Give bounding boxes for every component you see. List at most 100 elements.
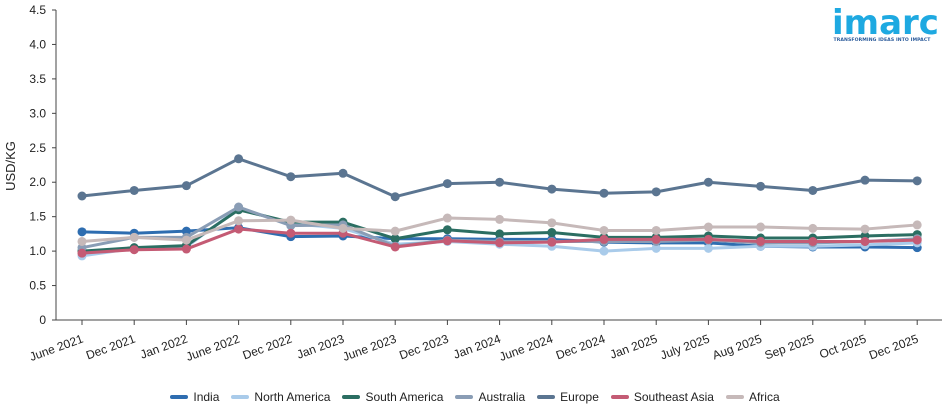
- x-tick-label: Dec 2024: [554, 332, 607, 363]
- x-tick-label: June 2021: [28, 332, 86, 364]
- legend-label: North America: [254, 390, 331, 404]
- data-point-africa: [808, 223, 818, 233]
- data-point-africa: [286, 215, 296, 225]
- legend-item-africa: Africa: [725, 390, 780, 404]
- x-tick-label: Jan 2025: [608, 332, 659, 362]
- data-point-africa: [599, 225, 609, 235]
- data-point-africa: [181, 235, 191, 245]
- data-point-africa: [912, 220, 922, 230]
- data-point-africa: [756, 222, 766, 232]
- data-point-north-america: [599, 246, 609, 256]
- data-point-southeast-asia: [495, 238, 505, 248]
- data-point-southeast-asia: [547, 237, 557, 247]
- legend-item-india: India: [170, 390, 219, 404]
- y-tick-label: 2.5: [29, 141, 46, 155]
- data-point-southeast-asia: [912, 235, 922, 245]
- y-tick-label: 3.5: [29, 72, 46, 86]
- legend-swatch: [537, 394, 556, 399]
- data-point-europe: [808, 185, 818, 195]
- data-point-africa: [129, 232, 139, 242]
- data-point-europe: [860, 175, 870, 185]
- legend-swatch: [455, 394, 474, 399]
- x-tick-label: Aug 2025: [711, 332, 764, 363]
- x-tick-label: Jan 2023: [295, 332, 346, 362]
- x-tick-label: Dec 2021: [84, 332, 137, 363]
- data-point-southeast-asia: [286, 228, 296, 238]
- data-point-south-america: [390, 234, 400, 244]
- data-point-africa: [703, 222, 713, 232]
- data-point-europe: [338, 168, 348, 178]
- data-point-europe: [286, 172, 296, 182]
- data-point-southeast-asia: [442, 236, 452, 246]
- data-point-europe: [77, 191, 87, 201]
- data-point-europe: [912, 176, 922, 186]
- x-tick-label: Oct 2025: [817, 332, 868, 362]
- chart-legend: India North America South America Australia…: [0, 390, 950, 404]
- legend-item-europe: Europe: [537, 390, 599, 404]
- data-point-southeast-asia: [651, 234, 661, 244]
- data-point-europe: [651, 187, 661, 197]
- data-point-africa: [77, 236, 87, 246]
- data-point-north-america: [703, 243, 713, 253]
- data-point-southeast-asia: [234, 224, 244, 234]
- y-axis-ticks: 0 0.5 1.0 1.5 2.0 2.5 3.0 3.5 4.0 4.5: [29, 3, 56, 327]
- data-point-europe: [181, 181, 191, 191]
- legend-label: Europe: [560, 390, 599, 404]
- legend-item-north-america: North America: [231, 390, 330, 404]
- data-point-africa: [547, 218, 557, 228]
- data-point-india: [77, 227, 87, 237]
- data-point-europe: [599, 188, 609, 198]
- y-tick-label: 1.0: [29, 244, 46, 258]
- data-point-europe: [234, 154, 244, 164]
- data-point-southeast-asia: [129, 245, 139, 255]
- y-tick-label: 4.5: [29, 3, 46, 17]
- legend-swatch: [610, 394, 629, 399]
- legend-label: Africa: [748, 390, 780, 404]
- data-point-south-america: [547, 228, 557, 238]
- data-point-europe: [390, 192, 400, 202]
- x-tick-label: Dec 2022: [241, 332, 294, 363]
- legend-label: India: [193, 390, 220, 404]
- data-point-africa: [860, 224, 870, 234]
- y-tick-label: 1.5: [29, 210, 46, 224]
- x-tick-label: Jan 2024: [451, 332, 502, 362]
- data-point-africa: [338, 223, 348, 233]
- legend-item-south-america: South America: [342, 390, 443, 404]
- data-point-europe: [442, 179, 452, 189]
- legend-swatch: [342, 394, 361, 399]
- y-tick-label: 0.5: [29, 279, 46, 293]
- data-point-africa: [651, 225, 661, 235]
- data-point-europe: [703, 177, 713, 187]
- data-point-south-america: [495, 229, 505, 239]
- data-point-europe: [756, 181, 766, 191]
- series-lines: [77, 154, 922, 261]
- data-point-europe: [129, 185, 139, 195]
- y-tick-label: 2.0: [29, 175, 46, 189]
- series-europe: [77, 154, 922, 202]
- legend-swatch: [725, 394, 744, 399]
- series-southeast-asia: [77, 224, 922, 258]
- data-point-southeast-asia: [181, 244, 191, 254]
- data-point-southeast-asia: [756, 236, 766, 246]
- legend-label: South America: [365, 390, 444, 404]
- data-point-southeast-asia: [860, 236, 870, 246]
- data-point-europe: [495, 177, 505, 187]
- x-tick-label: Dec 2023: [397, 332, 450, 363]
- data-point-southeast-asia: [808, 236, 818, 246]
- data-point-india: [181, 226, 191, 236]
- legend-label: Australia: [478, 390, 526, 404]
- x-tick-label: June 2024: [497, 332, 555, 364]
- x-tick-label: June 2022: [184, 332, 242, 364]
- legend-swatch: [170, 394, 189, 399]
- x-tick-label: Jan 2022: [138, 332, 189, 362]
- data-point-africa: [234, 216, 244, 226]
- legend-swatch: [231, 394, 250, 399]
- y-tick-label: 4.0: [29, 37, 46, 51]
- data-point-africa: [495, 214, 505, 224]
- data-point-africa: [442, 213, 452, 223]
- x-tick-label: Dec 2025: [867, 332, 920, 363]
- data-point-southeast-asia: [77, 248, 87, 258]
- y-axis-label: USD/KG: [3, 141, 18, 191]
